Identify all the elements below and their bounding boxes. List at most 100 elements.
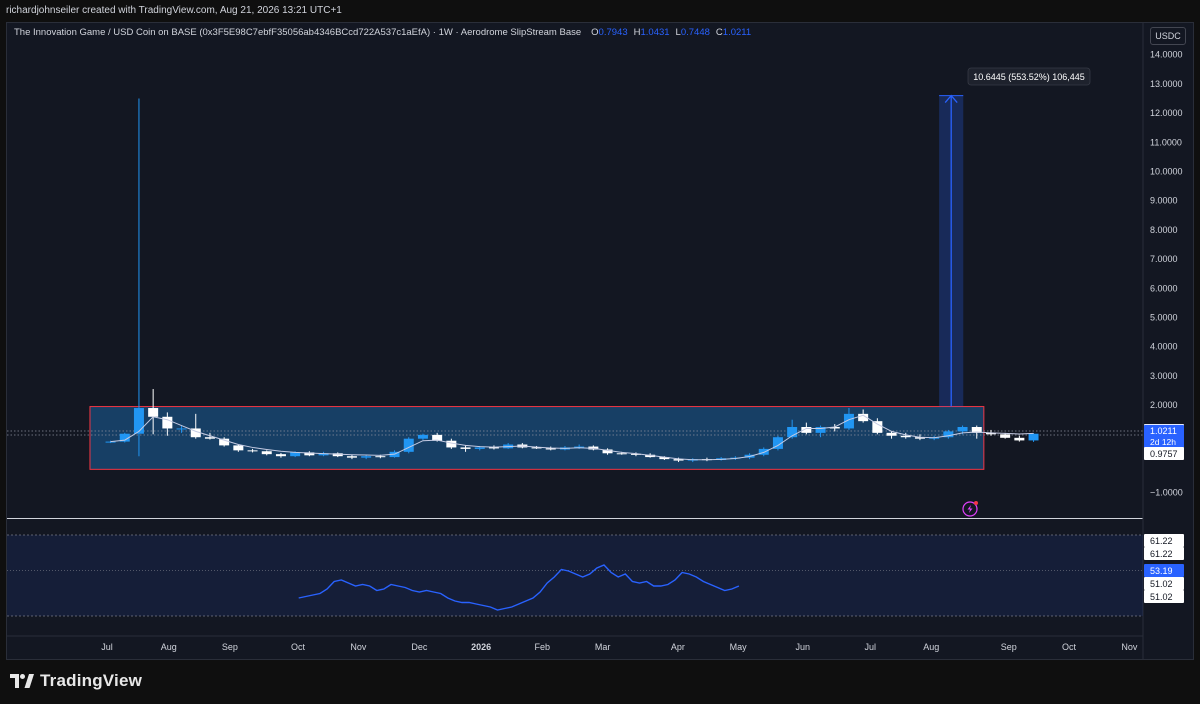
x-tick-label: Sep <box>1001 642 1017 652</box>
moving-average <box>110 414 1034 517</box>
y-tick-label: 12.0000 <box>1150 108 1183 118</box>
flash-bolt <box>967 505 973 513</box>
candle-body <box>531 447 542 449</box>
x-tick-label: Apr <box>671 642 685 652</box>
candle-body <box>545 448 556 450</box>
y-tick-label: 11.0000 <box>1150 137 1182 147</box>
price-label-current: 1.0211 <box>1150 426 1177 436</box>
x-tick-label: Oct <box>1062 642 1077 652</box>
candle-body <box>673 459 684 461</box>
candle-body <box>233 445 244 451</box>
x-tick-label: Dec <box>411 642 428 652</box>
candle-body <box>375 456 386 458</box>
candle-body <box>119 433 130 442</box>
rsi-line <box>298 564 740 611</box>
x-tick-label: Oct <box>291 642 306 652</box>
time-axis: Jul Aug Sep Oct Nov Dec 2026 Feb Mar Apr May Jun Jul… <box>101 642 1138 652</box>
candle-body <box>346 456 357 458</box>
close-label: C <box>715 27 723 38</box>
candle-body <box>616 453 627 455</box>
rsi-label-lower-a: 51.02 <box>1150 579 1173 589</box>
candle-body <box>204 437 215 439</box>
candle-body <box>219 438 230 446</box>
measure-tool: 10.6445 (553.52%) 106,445 <box>939 67 1091 407</box>
y-tick-label: 13.0000 <box>1150 79 1183 89</box>
candle-body <box>417 434 428 439</box>
close-value: 1.0211 <box>722 27 752 38</box>
symbol-title: The Innovation Game / USD Coin on BASE (… <box>14 27 582 38</box>
candle-body <box>1000 434 1011 438</box>
candle-body <box>488 447 499 449</box>
range-box <box>7 406 1143 470</box>
candle-body <box>133 408 144 434</box>
y-tick-label: 6.0000 <box>1150 283 1178 293</box>
currency-unit-button[interactable]: USDC <box>1150 27 1186 45</box>
price-axis: 14.0000 13.0000 12.0000 11.0000 10.0000 9.000… <box>1150 50 1183 498</box>
open-value: 0.7943 <box>598 27 628 38</box>
candle-body <box>190 428 201 438</box>
open-label: O <box>591 27 599 38</box>
candle-body <box>758 448 769 455</box>
candle-body <box>474 447 485 449</box>
x-tick-label: Aug <box>923 642 939 652</box>
candle-body <box>1028 433 1039 441</box>
candle-body <box>1014 437 1025 441</box>
range-box-rect <box>89 406 985 470</box>
grid <box>7 23 1144 659</box>
x-tick-label: Sep <box>222 642 238 652</box>
y-tick-label: 5.0000 <box>1150 313 1178 323</box>
candle-body <box>275 454 286 457</box>
candle-body <box>858 413 869 422</box>
flash-dot <box>974 501 978 505</box>
candle-body <box>247 450 258 452</box>
candle-body <box>162 416 173 429</box>
candle-body <box>318 453 329 456</box>
y-tick-label: −1.0000 <box>1150 488 1183 498</box>
x-tick-label: Jul <box>864 642 876 652</box>
candle-body <box>801 427 812 433</box>
rsi-label-current: 53.19 <box>1150 566 1173 576</box>
candle-body <box>304 452 315 456</box>
rsi-label-upper-a-bg <box>1144 534 1184 547</box>
rsi-band-fill <box>7 535 1143 616</box>
rsi-label-current-bg <box>1144 564 1184 577</box>
candle-body <box>446 440 457 448</box>
x-tick-label: Nov <box>1121 642 1138 652</box>
rsi-label-lower-a-bg <box>1144 577 1184 590</box>
brand-logo[interactable]: TradingView <box>10 671 142 691</box>
rsi-label-upper-b: 61.22 <box>1150 549 1173 559</box>
chart-frame[interactable] <box>6 22 1194 660</box>
candle-body <box>602 449 613 454</box>
candle-body <box>361 456 372 458</box>
x-tick-label: May <box>730 642 748 652</box>
y-tick-label: 8.0000 <box>1150 225 1178 235</box>
price-label-current-bg <box>1144 424 1184 448</box>
candle-body <box>843 413 854 429</box>
candle-body <box>787 427 798 438</box>
y-tick-label: 14.0000 <box>1150 50 1183 60</box>
symbol-header[interactable]: The Innovation Game / USD Coin on BASE (… <box>14 27 751 38</box>
rsi-label-lower-b: 51.02 <box>1150 592 1173 602</box>
price-label-countdown: 2d 12h <box>1150 437 1176 447</box>
candle-body <box>105 441 116 443</box>
y-tick-label: 10.0000 <box>1150 167 1183 177</box>
price-label-lower: 0.9757 <box>1150 449 1178 459</box>
price-label-lower-bg <box>1144 447 1184 461</box>
high-label: H <box>633 27 641 38</box>
candle-body <box>574 446 585 448</box>
rsi-label-upper-a: 61.22 <box>1150 536 1173 546</box>
x-tick-label: Mar <box>595 642 611 652</box>
low-value: 0.7448 <box>680 27 710 38</box>
x-tick-label: Jul <box>101 642 113 652</box>
brand-name: TradingView <box>40 671 143 690</box>
rsi-label-upper-b-bg <box>1144 547 1184 560</box>
high-value: 1.0431 <box>640 27 670 38</box>
credit-bar: richardjohnseiler created with TradingVi… <box>0 0 1200 22</box>
x-tick-label: 2026 <box>471 642 491 652</box>
candle-body <box>645 454 656 458</box>
measure-label: 10.6445 (553.52%) 106,445 <box>973 72 1085 82</box>
low-label: L <box>675 27 681 38</box>
tradingview-logo-icon <box>10 674 34 688</box>
